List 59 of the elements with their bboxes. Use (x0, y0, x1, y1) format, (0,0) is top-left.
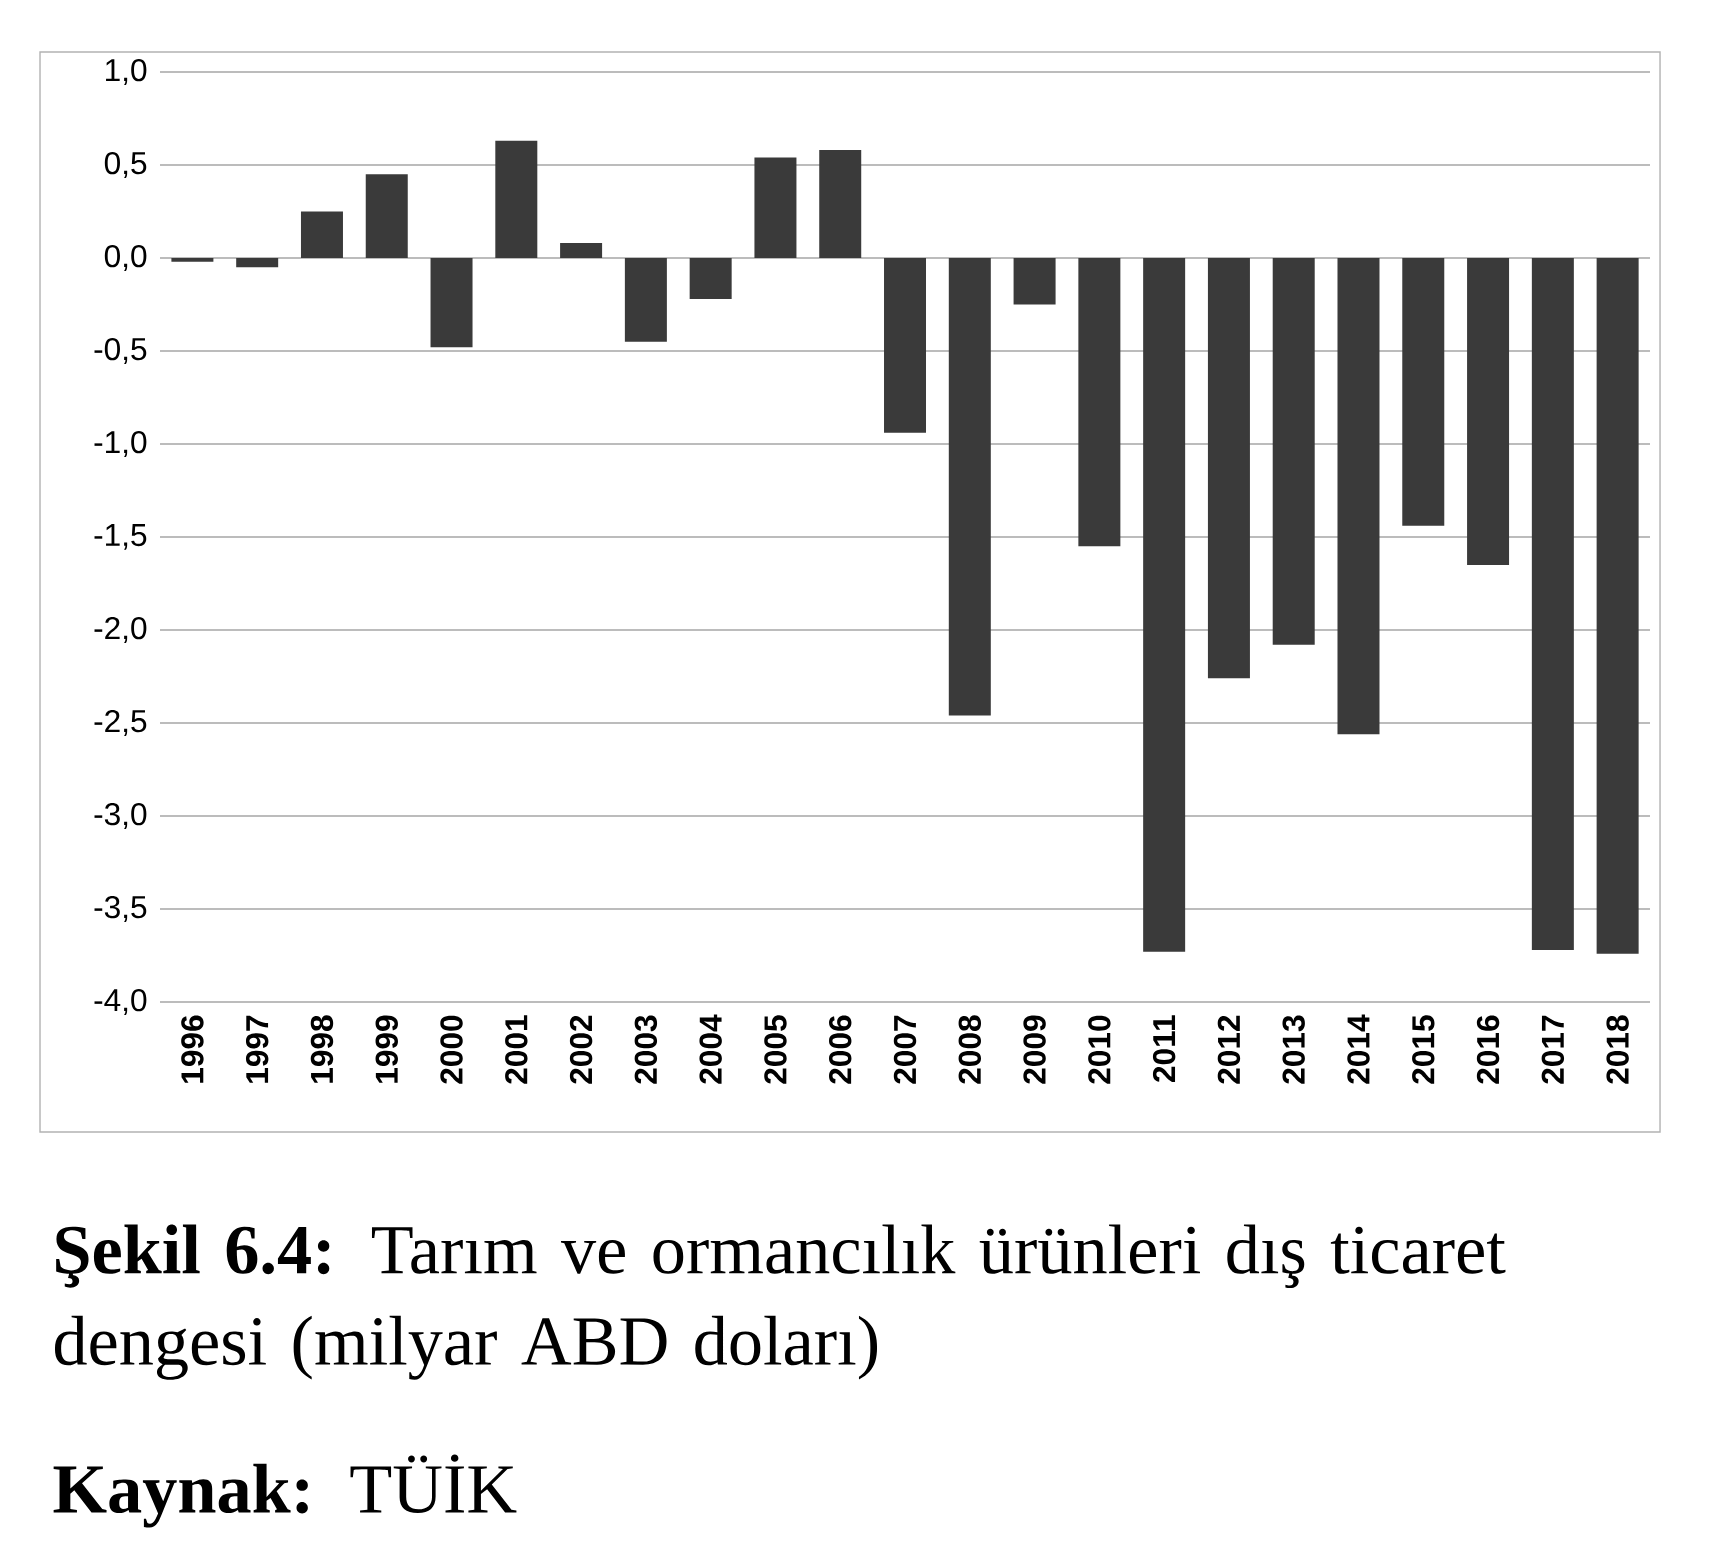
text: Şekil 6.4: Tarım ve ormancılık ürünleri dış ticaret dengesi (milyar ABD doları) (54, 1224, 1506, 1380)
bar (300, 211, 343, 258)
y-tick-label: -3,0 (94, 802, 147, 830)
x-tick-label: 2018 (1606, 1015, 1629, 1084)
x-tick-label: 2001 (505, 1015, 528, 1084)
bar (236, 257, 279, 268)
bar (1337, 257, 1380, 735)
bar (884, 257, 927, 433)
x-tick-label: 1999 (375, 1015, 398, 1083)
bar (1013, 257, 1056, 305)
bar (1207, 257, 1250, 679)
bar (430, 257, 473, 348)
y-tick-label: 1,0 (106, 58, 147, 86)
x-tick-label: 2002 (569, 1015, 593, 1084)
y-tick-label: -0,5 (94, 337, 147, 365)
bar (365, 174, 408, 258)
bar (819, 150, 862, 258)
bar (1531, 257, 1574, 950)
bar (624, 257, 667, 342)
y-tick-label: -1,5 (94, 524, 147, 550)
x-tick-label: 1997 (245, 1015, 269, 1083)
y-tick-label: 0,0 (104, 244, 147, 272)
x-tick-label: 1996 (181, 1015, 204, 1083)
y-tick-label: 0,5 (104, 151, 147, 179)
y-tick-label: -2,5 (94, 709, 147, 737)
y-tick-label: -1,0 (94, 430, 147, 458)
bar (754, 157, 797, 258)
x-tick-label: 2000 (440, 1015, 463, 1084)
x-tick-label: 2017 (1541, 1015, 1565, 1084)
y-tick-label: -3,5 (94, 895, 147, 923)
bar (689, 257, 732, 299)
bar (948, 257, 991, 716)
bar (171, 257, 214, 262)
x-tick-label: 2012 (1217, 1015, 1241, 1084)
y-tick-label: -4,0 (94, 988, 147, 1016)
x-tick-label: 2016 (1476, 1015, 1500, 1084)
x-tick-label: 2003 (634, 1015, 658, 1084)
bar (1596, 257, 1639, 954)
y-tick-label: -2,0 (94, 616, 147, 644)
bar (1078, 257, 1121, 547)
x-tick-label: 2009 (1023, 1015, 1046, 1084)
x-tick-label: 2011 (1152, 1015, 1176, 1082)
text: Kaynak: TÜİK (53, 1454, 517, 1528)
x-tick-label: 2005 (764, 1015, 787, 1084)
x-tick-label: 1998 (310, 1015, 334, 1083)
x-tick-label: 2010 (1088, 1015, 1111, 1084)
x-tick-label: 2007 (893, 1015, 917, 1084)
bar (1143, 257, 1186, 952)
x-tick-label: 2015 (1412, 1015, 1435, 1084)
x-tick-label: 2004 (699, 1014, 722, 1084)
bar (560, 243, 603, 258)
x-tick-label: 2014 (1347, 1014, 1370, 1084)
bar (1467, 257, 1510, 565)
bar (1272, 257, 1315, 645)
bar (1402, 257, 1445, 526)
x-tick-label: 2013 (1282, 1015, 1305, 1084)
x-tick-label: 2008 (958, 1015, 982, 1084)
x-tick-label: 2006 (829, 1015, 852, 1084)
bar (495, 140, 538, 258)
